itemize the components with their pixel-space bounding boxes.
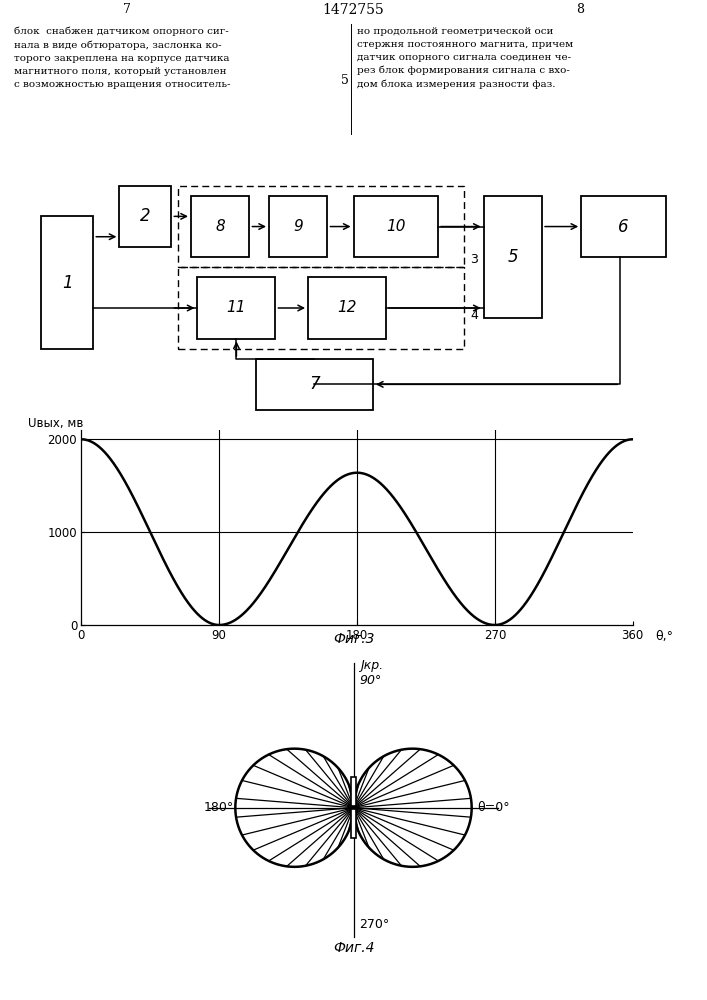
Text: Фиг.3: Фиг.3 <box>333 632 374 646</box>
Bar <box>191 196 250 257</box>
Text: 2: 2 <box>140 207 151 225</box>
Text: 5: 5 <box>508 248 518 266</box>
Text: 5: 5 <box>341 75 349 88</box>
Text: θ=0°: θ=0° <box>477 801 510 814</box>
Text: Jкр.
90°: Jкр. 90° <box>360 659 382 687</box>
Text: 1472755: 1472755 <box>322 3 385 17</box>
Text: 6: 6 <box>618 218 629 236</box>
Text: Фиг.2: Фиг.2 <box>333 445 374 459</box>
Text: Фиг.4: Фиг.4 <box>333 941 374 955</box>
Bar <box>256 359 373 410</box>
Text: 9: 9 <box>293 219 303 234</box>
Bar <box>178 267 464 349</box>
Text: 8: 8 <box>575 3 584 16</box>
Text: 11: 11 <box>227 300 246 316</box>
Bar <box>484 196 542 318</box>
Bar <box>581 196 666 257</box>
Bar <box>351 809 356 838</box>
Text: блок  снабжен датчиком опорного сиг-
нала в виде обтюратора, заслонка ко-
торого: блок снабжен датчиком опорного сиг- нала… <box>14 27 230 89</box>
Text: 3: 3 <box>470 253 478 266</box>
Text: 180°: 180° <box>204 801 233 814</box>
Text: но продольной геометрической оси
стержня постоянного магнита, причем
датчик опор: но продольной геометрической оси стержня… <box>357 27 573 89</box>
Text: 7: 7 <box>309 375 320 393</box>
Bar <box>178 186 464 267</box>
Bar <box>41 216 93 349</box>
Text: 1: 1 <box>62 274 73 292</box>
Bar <box>197 277 276 339</box>
Bar <box>351 777 356 806</box>
Text: 7: 7 <box>123 3 132 16</box>
Bar <box>354 196 438 257</box>
Text: Uвых, мв: Uвых, мв <box>28 417 83 430</box>
Text: 4: 4 <box>470 309 478 322</box>
Bar <box>269 196 327 257</box>
Text: 10: 10 <box>386 219 406 234</box>
Text: θ,°: θ,° <box>656 630 674 643</box>
Bar <box>119 186 171 247</box>
Text: 8: 8 <box>216 219 225 234</box>
Bar <box>308 277 386 339</box>
Text: 12: 12 <box>337 300 357 316</box>
Text: 270°: 270° <box>359 918 389 931</box>
